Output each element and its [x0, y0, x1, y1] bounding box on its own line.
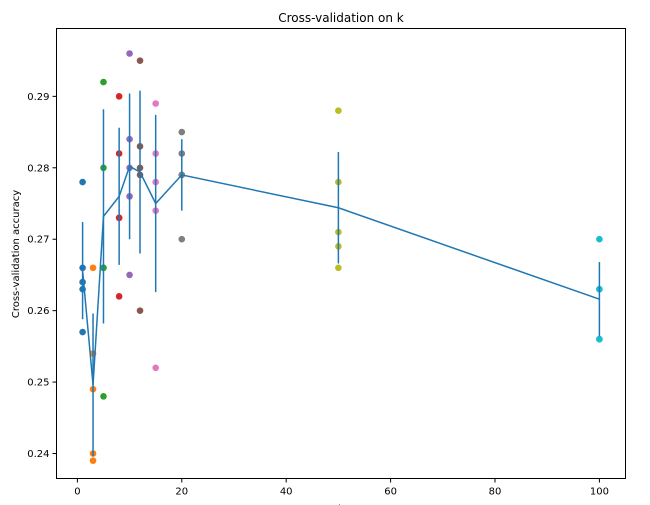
y-tick-label-1: 0.25: [27, 378, 49, 389]
x-axis: 0 20 40 60 80 100: [74, 478, 609, 498]
x-tick-label-0: 0: [74, 487, 80, 498]
data-point-25: [136, 57, 144, 64]
data-point-14: [100, 393, 107, 400]
data-point-44: [335, 264, 342, 272]
plot-frame: [56, 28, 626, 479]
x-tick-label-1: 20: [175, 487, 188, 498]
data-point-24: [126, 271, 133, 279]
data-point-19: [115, 293, 123, 300]
y-axis-label: Cross-validation accuracy: [11, 190, 22, 318]
x-tick-label-5: 100: [590, 487, 609, 498]
y-tick-label-5: 0.29: [27, 92, 49, 103]
data-point-20: [126, 50, 133, 57]
y-tick-label-3: 0.27: [27, 235, 49, 246]
data-point-49: [596, 335, 603, 343]
data-point-39: [178, 235, 186, 243]
x-tick-label-4: 80: [489, 487, 502, 498]
data-point-10: [100, 78, 107, 86]
data-point-0: [79, 178, 86, 186]
data-point-9: [89, 457, 97, 464]
x-tick-label-3: 60: [384, 487, 397, 498]
y-axis: 0.24 0.25 0.26 0.27 0.28 0.29: [27, 92, 57, 460]
chart-title: Cross-validation on k: [278, 11, 404, 25]
y-tick-label-2: 0.26: [27, 306, 49, 317]
data-point-29: [136, 307, 144, 314]
mean-accuracy-line: [81, 165, 600, 385]
y-tick-label-4: 0.28: [27, 163, 49, 174]
plot-area: [79, 50, 603, 464]
data-point-40: [335, 107, 342, 114]
data-point-45: [596, 235, 603, 243]
y-tick-label-0: 0.24: [27, 449, 49, 460]
data-point-4: [79, 328, 86, 336]
data-point-30: [152, 100, 159, 107]
x-tick-label-2: 40: [280, 487, 293, 498]
data-point-15: [115, 93, 123, 100]
data-point-35: [178, 128, 186, 136]
data-point-34: [152, 364, 159, 372]
data-point-5: [89, 264, 97, 272]
